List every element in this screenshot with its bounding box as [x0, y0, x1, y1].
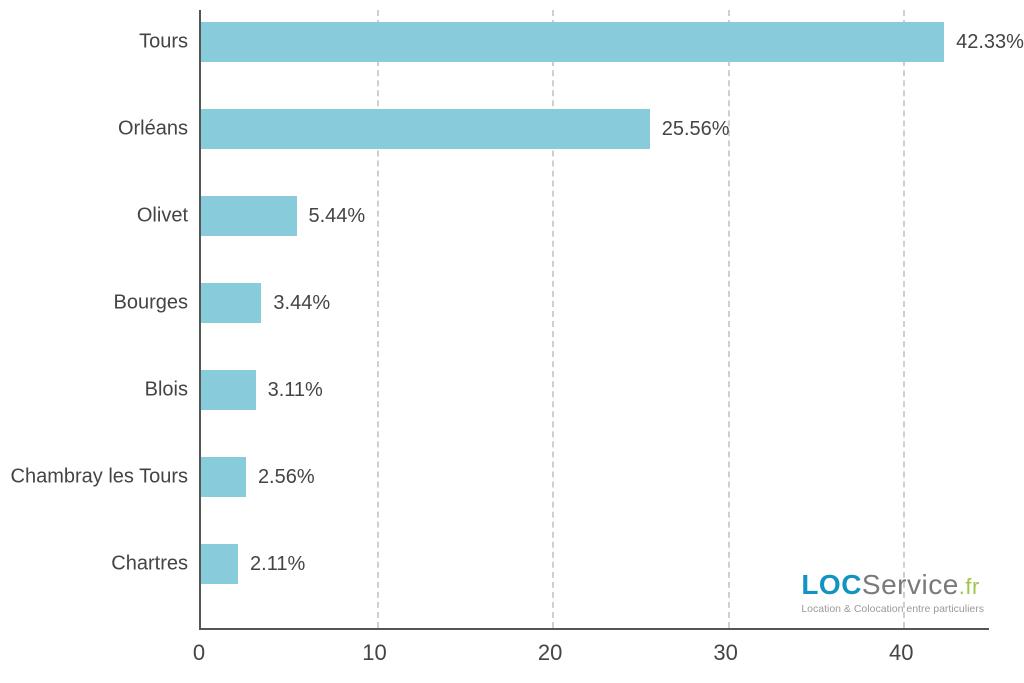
bar-row: 42.33%	[201, 22, 1024, 62]
y-axis-label: Olivet	[0, 205, 188, 228]
bar-value-label: 42.33%	[956, 31, 1024, 54]
y-axis-label: Chartres	[0, 553, 188, 576]
y-axis-label: Blois	[0, 379, 188, 402]
bar-value-label: 25.56%	[662, 118, 730, 141]
chart-container: 42.33% 25.56% 5.44% 3.44% 3.11% 2.56% 2.11% To…	[0, 0, 1024, 683]
bar	[201, 196, 297, 236]
bar	[201, 283, 261, 323]
logo-tagline: Location & Colocation entre particuliers	[801, 603, 984, 615]
bar	[201, 457, 246, 497]
bar-value-label: 2.56%	[258, 466, 315, 489]
bar-row: 3.44%	[201, 283, 330, 323]
y-axis-label: Bourges	[0, 292, 188, 315]
logo: LOCService.fr Location & Colocation entr…	[801, 569, 984, 615]
bar-row: 3.11%	[201, 370, 323, 410]
bar-row: 5.44%	[201, 196, 365, 236]
bar-value-label: 5.44%	[309, 205, 366, 228]
logo-part-loc: LOC	[801, 569, 862, 600]
x-axis-tick: 30	[713, 640, 737, 666]
gridline	[903, 10, 905, 628]
bar	[201, 22, 944, 62]
plot-area: 42.33%25.56%5.44%3.44%3.11%2.56%2.11%	[199, 10, 989, 630]
bar-value-label: 2.11%	[250, 553, 305, 576]
bar-value-label: 3.44%	[273, 292, 330, 315]
x-axis-tick: 0	[193, 640, 205, 666]
logo-part-fr: .fr	[959, 574, 980, 599]
bar-value-label: 3.11%	[268, 379, 323, 402]
gridline	[552, 10, 554, 628]
x-axis-tick: 10	[362, 640, 386, 666]
logo-part-service: Service	[862, 569, 959, 600]
bar	[201, 544, 238, 584]
y-axis-label: Tours	[0, 31, 188, 54]
bar-row: 2.11%	[201, 544, 305, 584]
x-axis-tick: 20	[538, 640, 562, 666]
bar	[201, 109, 650, 149]
bar-row: 25.56%	[201, 109, 730, 149]
bar	[201, 370, 256, 410]
y-axis-label: Orléans	[0, 118, 188, 141]
gridline	[728, 10, 730, 628]
bar-row: 2.56%	[201, 457, 315, 497]
x-axis-tick: 40	[889, 640, 913, 666]
logo-text: LOCService.fr	[801, 569, 984, 601]
y-axis-label: Chambray les Tours	[0, 466, 188, 489]
gridline	[377, 10, 379, 628]
